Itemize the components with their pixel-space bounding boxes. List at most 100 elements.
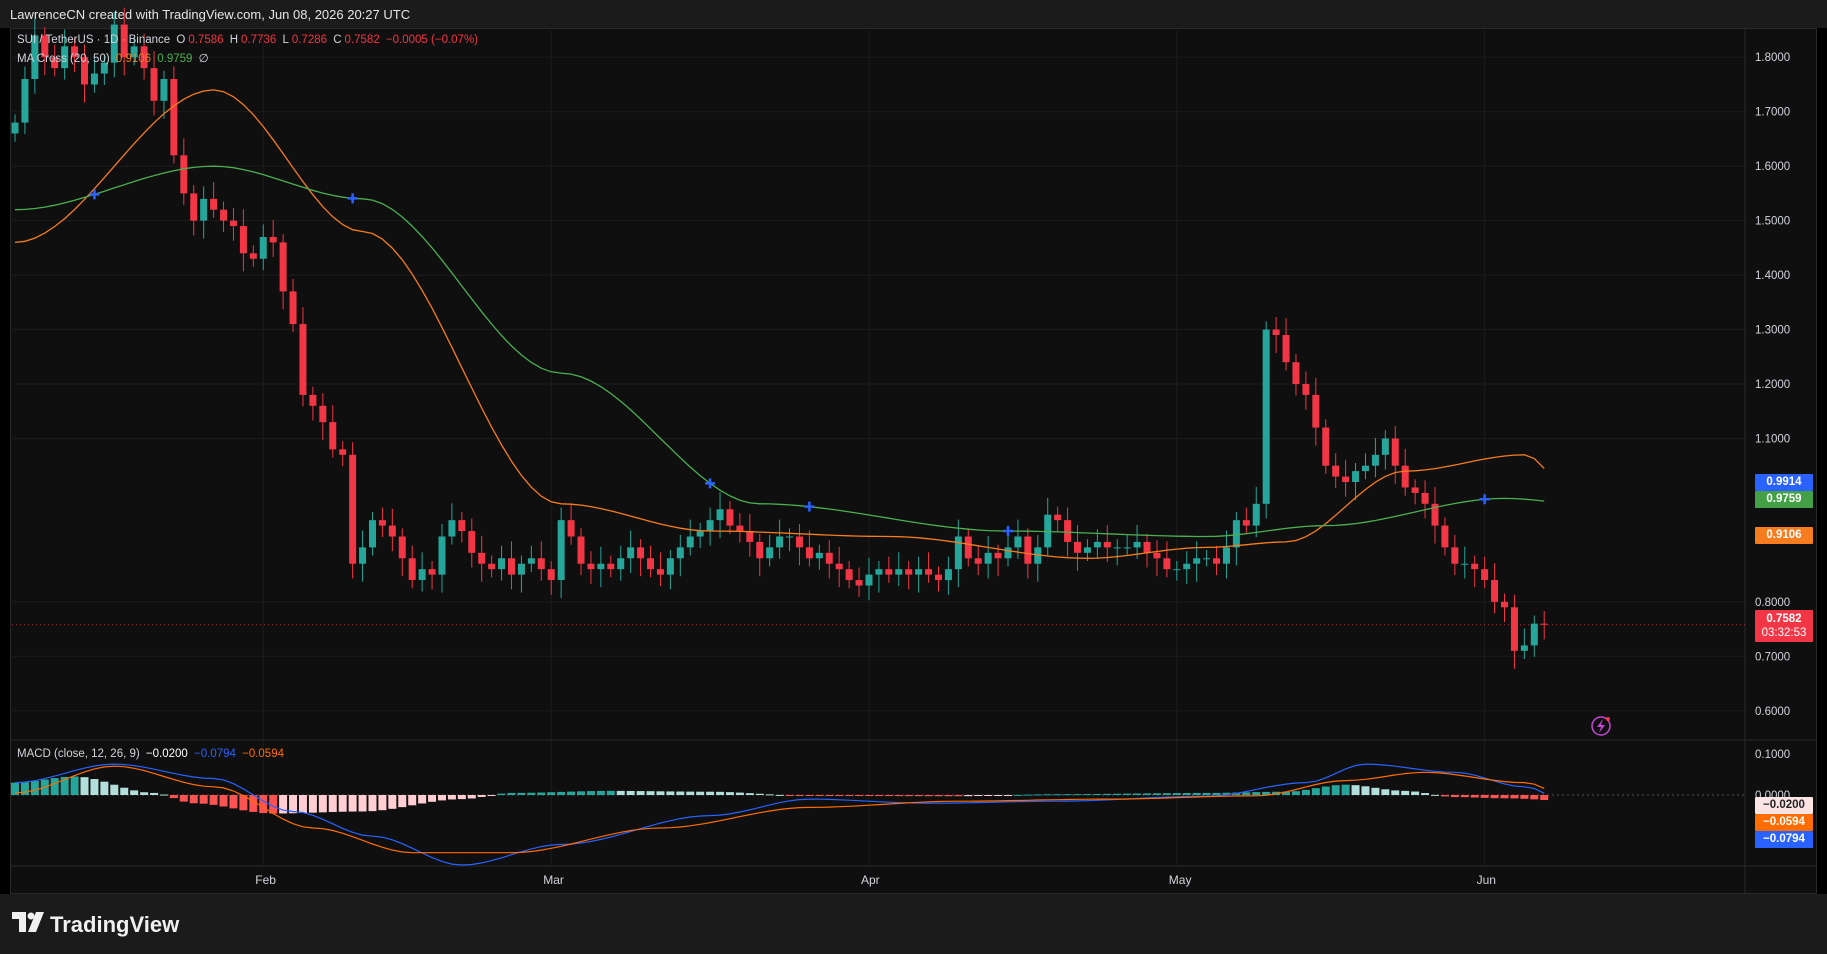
macd-histogram-bar xyxy=(845,795,854,796)
candle-body xyxy=(1054,514,1062,521)
candle-body xyxy=(795,536,803,548)
macd-histogram-bar xyxy=(447,795,456,800)
ma-cross-legend[interactable]: MA Cross (20, 50) 0.9106 0.9759 ∅ xyxy=(17,51,212,65)
alert-dot xyxy=(1606,717,1610,721)
candle-body xyxy=(1530,623,1538,646)
macd-histogram-bar xyxy=(874,795,883,797)
macd-histogram-bar xyxy=(676,791,685,795)
macd-histogram-bar xyxy=(487,795,496,796)
candle-body xyxy=(915,569,923,575)
macd-histogram-bar xyxy=(437,795,446,801)
price-tick-label: 1.8000 xyxy=(1755,52,1790,64)
macd-histogram-bar xyxy=(1470,795,1479,798)
candle-body xyxy=(627,547,635,559)
tradingview-logo-icon xyxy=(12,912,44,938)
macd-histogram-bar xyxy=(110,784,119,795)
macd-histogram-bar xyxy=(785,795,794,796)
price-tick-label: 0.6000 xyxy=(1755,706,1790,718)
candle-body xyxy=(845,569,853,581)
macd-tick-label: 0.1000 xyxy=(1755,749,1790,761)
candle-body xyxy=(1272,329,1280,335)
candle-body xyxy=(408,558,416,581)
price-tick-label: 0.8000 xyxy=(1755,597,1790,609)
ma20-price-tag: 0.9106 xyxy=(1755,527,1813,544)
macd-histogram-bar xyxy=(378,795,387,811)
macd-histogram-bar xyxy=(298,795,307,814)
symbol-label[interactable]: SUI / TetherUS · 1D · Binance xyxy=(17,34,171,46)
macd-histogram-bar xyxy=(219,795,228,807)
candle-body xyxy=(220,209,228,221)
macd-legend[interactable]: MACD (close, 12, 26, 9) −0.0200 −0.0794 … xyxy=(17,748,287,760)
alert-lightning-icon xyxy=(1591,716,1611,736)
macd-histogram-bar xyxy=(1212,792,1221,795)
macd-histogram-bar xyxy=(1500,795,1509,799)
candle-body xyxy=(508,558,515,575)
candle-body xyxy=(1222,547,1230,564)
candle-body xyxy=(210,198,218,210)
candle-body xyxy=(1113,547,1121,549)
candle-body xyxy=(587,563,595,570)
chart-frame[interactable] xyxy=(10,28,1817,894)
candle-body xyxy=(61,46,69,69)
macd-hist-tag: −0.0200 xyxy=(1755,797,1813,814)
ma50-price-tag: 0.9759 xyxy=(1755,491,1813,508)
ma-cross-marker xyxy=(1003,526,1013,537)
macd-histogram-bar xyxy=(1480,795,1489,798)
candle-body xyxy=(359,547,367,564)
candle-body xyxy=(200,198,208,221)
candle-body xyxy=(696,531,704,537)
candle-body xyxy=(547,569,555,581)
macd-histogram-bar xyxy=(567,791,576,795)
candle-body xyxy=(994,552,1002,559)
candle-body xyxy=(1391,438,1399,466)
candle-body xyxy=(1074,541,1082,553)
candle-body xyxy=(557,520,565,581)
macd-histogram-bar xyxy=(765,794,774,796)
macd-histogram-bar xyxy=(1411,791,1420,795)
candle-body xyxy=(1491,580,1499,602)
candle-body xyxy=(766,547,774,559)
macd-line xyxy=(14,763,1545,866)
candle-body xyxy=(368,520,376,548)
macd-histogram-bar xyxy=(646,791,655,795)
macd-histogram-bar xyxy=(964,795,973,797)
ma-cross-label[interactable]: MA Cross (20, 50) xyxy=(17,53,110,65)
macd-histogram-bar xyxy=(1043,794,1052,796)
macd-histogram-bar xyxy=(1093,793,1102,795)
candle-body xyxy=(815,552,823,559)
candle-body xyxy=(289,291,297,325)
macd-histogram-bar xyxy=(1023,794,1032,796)
open-value: 0.7586 xyxy=(188,34,224,46)
candle-body xyxy=(150,68,158,101)
macd-histogram-bar xyxy=(944,795,953,797)
candle-body xyxy=(1004,547,1012,559)
candle-body xyxy=(746,531,754,542)
candle-body xyxy=(835,563,843,570)
tradingview-logo[interactable]: TradingView xyxy=(12,912,179,938)
candle-body xyxy=(934,574,942,581)
macd-histogram-bar xyxy=(50,778,59,795)
macd-histogram-bar xyxy=(656,791,665,795)
candle-body xyxy=(666,558,674,575)
candle-body xyxy=(31,35,39,80)
price-tick-label: 1.5000 xyxy=(1755,216,1790,228)
candle-body xyxy=(458,520,466,532)
macd-histogram-bar xyxy=(318,795,327,813)
price-tick-label: 1.3000 xyxy=(1755,325,1790,337)
ma20-line xyxy=(14,89,1545,559)
macd-histogram-bar xyxy=(586,791,595,795)
candle-body xyxy=(438,536,446,575)
macd-histogram-bar xyxy=(209,795,218,805)
candle-body xyxy=(81,57,89,85)
candle-body xyxy=(1371,454,1379,466)
candle-body xyxy=(726,509,734,526)
candle-body xyxy=(1213,558,1221,564)
macd-histogram-bar xyxy=(70,776,79,795)
candle-body xyxy=(21,79,29,123)
candle-body xyxy=(1153,552,1161,559)
macd-histogram-bar xyxy=(755,793,764,795)
macd-histogram-bar xyxy=(159,794,168,796)
macd-label[interactable]: MACD (close, 12, 26, 9) xyxy=(17,748,140,760)
macd-histogram-bar xyxy=(1133,793,1142,795)
